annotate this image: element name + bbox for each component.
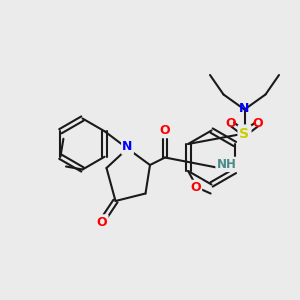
Text: O: O [226, 116, 236, 130]
Text: O: O [97, 215, 107, 229]
Text: N: N [122, 140, 133, 154]
Text: O: O [190, 181, 201, 194]
Text: N: N [239, 101, 250, 115]
Text: O: O [253, 116, 263, 130]
Text: NH: NH [217, 158, 236, 171]
Text: O: O [160, 124, 170, 137]
Text: S: S [239, 127, 250, 140]
